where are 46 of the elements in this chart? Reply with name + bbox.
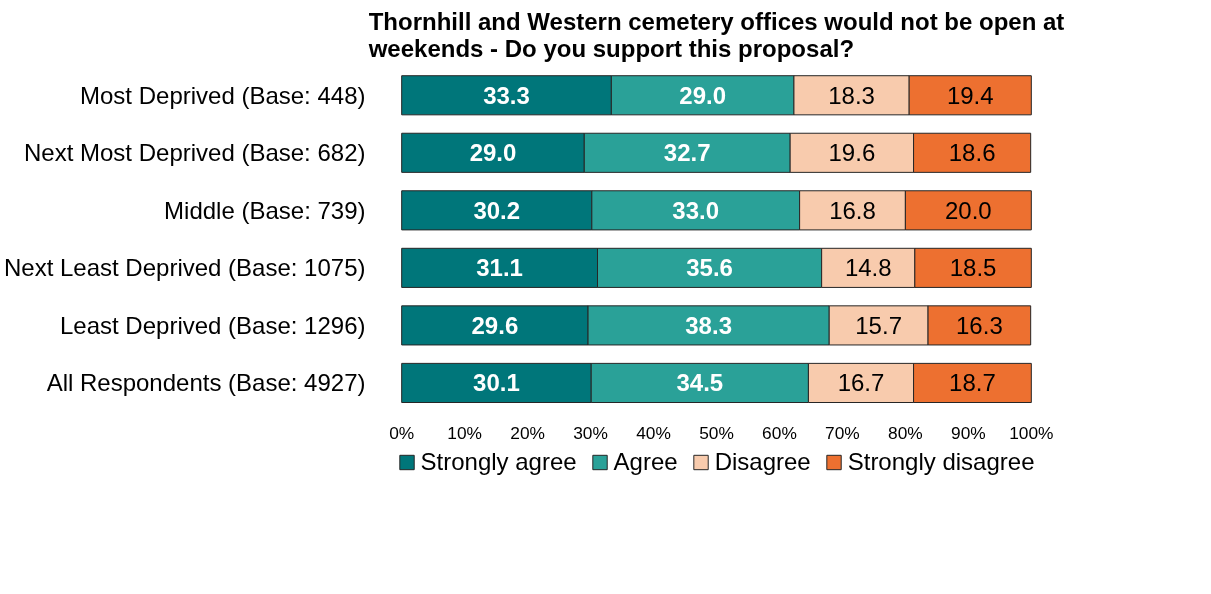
data-label: 19.4 [946, 81, 994, 109]
data-label: 35.6 [686, 254, 733, 282]
x-tick-label: 60% [762, 422, 797, 443]
x-tick-label: 70% [825, 422, 860, 443]
legend-label: Strongly disagree [847, 448, 1035, 476]
y-tick-label: Next Most Deprived (Base: 682) [24, 139, 366, 167]
data-label: 20.0 [945, 196, 992, 224]
data-label: 16.3 [956, 311, 1003, 339]
y-tick-label: All Respondents (Base: 4927) [46, 369, 366, 397]
data-label: 30.2 [473, 196, 521, 224]
x-tick-label: 100% [1009, 422, 1054, 443]
x-tick-label: 90% [951, 422, 986, 443]
x-tick-label: 10% [447, 422, 482, 443]
data-label: 29.0 [679, 81, 727, 109]
y-tick-label: Next Least Deprived (Base: 1075) [3, 254, 366, 282]
data-label: 19.6 [828, 139, 876, 167]
y-tick-label: Most Deprived (Base: 448) [80, 81, 366, 109]
data-label: 18.7 [949, 369, 996, 397]
data-label: 31.1 [476, 254, 523, 282]
data-label: 34.5 [676, 369, 724, 397]
data-label: 33.3 [483, 81, 530, 109]
y-tick-label: Least Deprived (Base: 1296) [59, 311, 366, 339]
x-tick-label: 30% [573, 422, 608, 443]
data-label: 18.6 [948, 139, 996, 167]
y-tick-label: Middle (Base: 739) [164, 196, 366, 224]
data-label: 32.7 [663, 139, 711, 167]
legend-label: Strongly agree [420, 448, 577, 476]
data-label: 16.7 [837, 369, 885, 397]
data-label: 18.5 [949, 254, 997, 282]
x-tick-label: 80% [888, 422, 923, 443]
x-tick-label: 40% [636, 422, 671, 443]
x-tick-label: 20% [510, 422, 545, 443]
data-label: 14.8 [844, 254, 892, 282]
data-label: 29.0 [469, 139, 517, 167]
legend-label: Agree [613, 448, 678, 476]
legend-label: Disagree [714, 448, 811, 476]
chart-title: Thornhill and Western cemetery offices would not be open at weekends - Do you support this proposal? [367, 7, 1065, 62]
x-tick-label: 0% [389, 422, 415, 443]
data-label: 16.8 [829, 196, 876, 224]
x-tick-label: 50% [699, 422, 734, 443]
data-label: 38.3 [685, 311, 732, 339]
data-label: 18.3 [828, 81, 875, 109]
data-label: 33.0 [672, 196, 720, 224]
data-label: 15.7 [855, 311, 902, 339]
data-label: 30.1 [473, 369, 520, 397]
data-label: 29.6 [471, 311, 519, 339]
